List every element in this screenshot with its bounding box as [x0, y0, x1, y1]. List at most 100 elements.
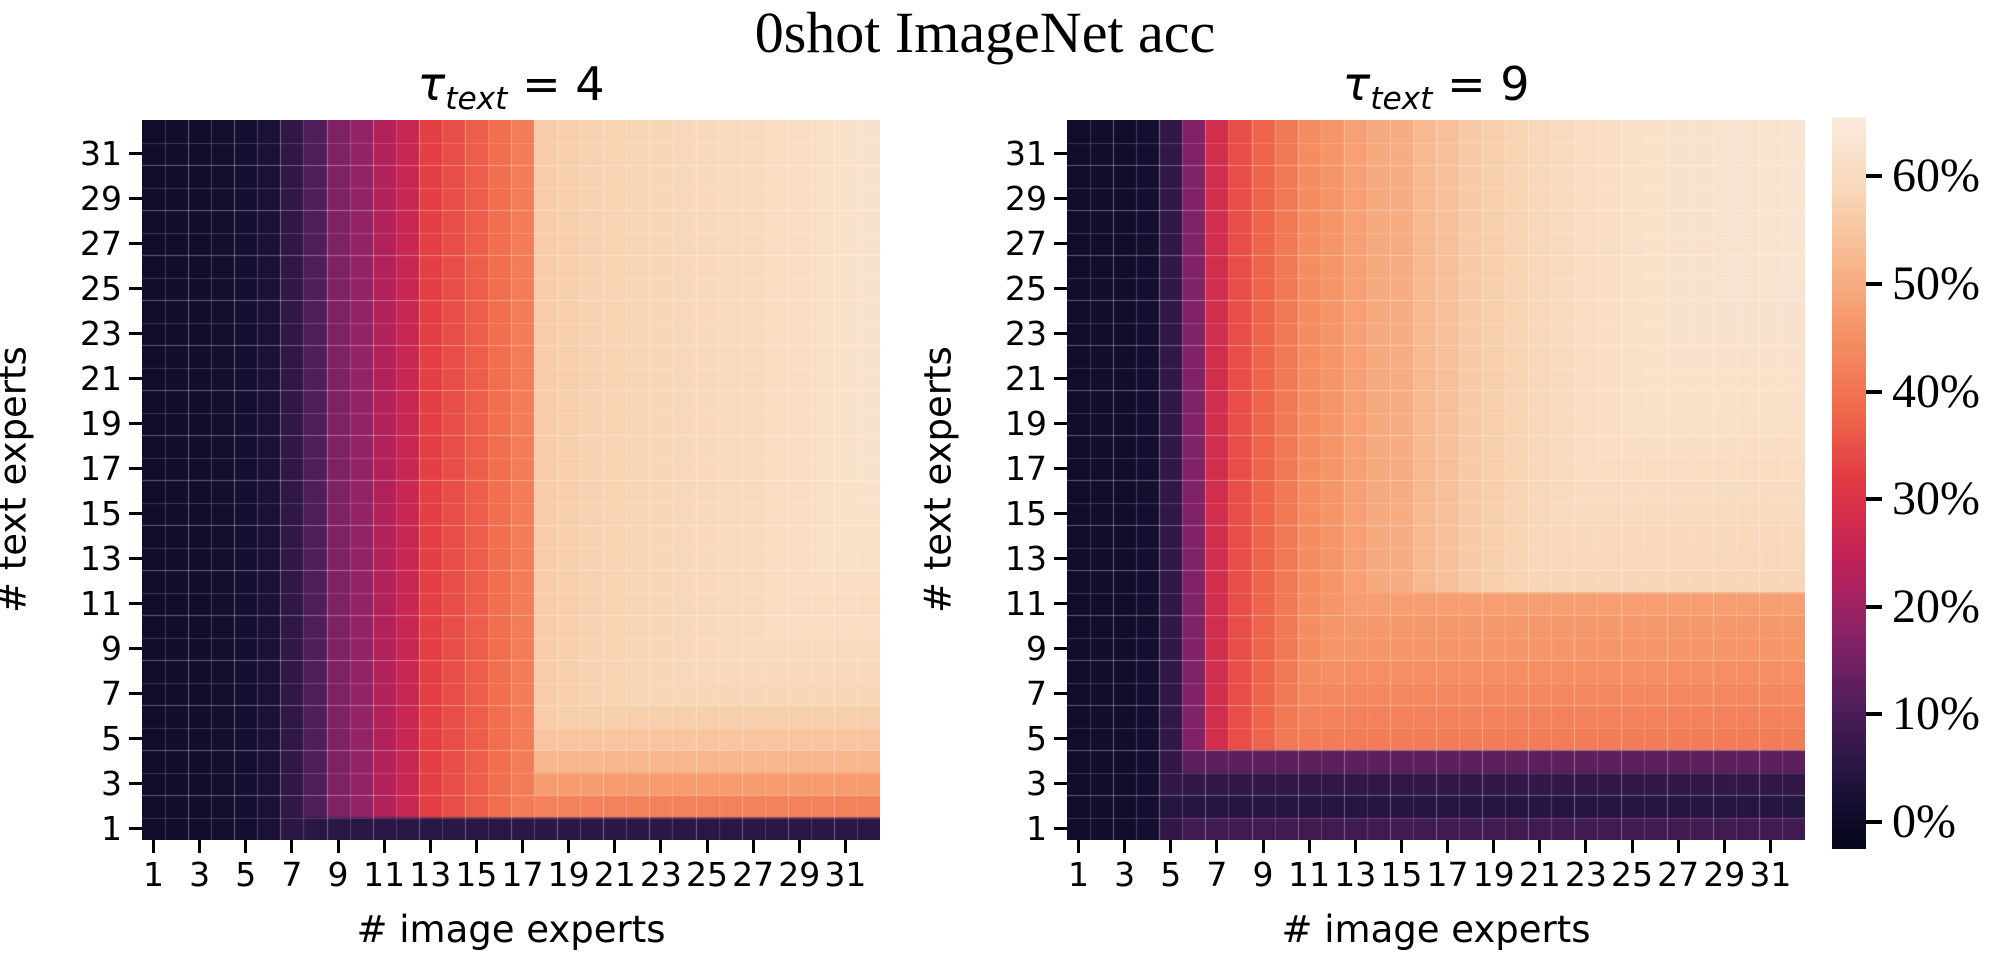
tau-symbol: τ [417, 57, 446, 111]
x-tick-label: 11 [1288, 855, 1331, 894]
y-tick-label: 23 [1005, 313, 1047, 353]
y-tick-label: 31 [80, 133, 122, 173]
x-tick-mark [843, 840, 847, 853]
y-tick-mark [129, 287, 142, 291]
y-tick-mark [1054, 782, 1067, 786]
y-tick-label: 15 [80, 493, 122, 533]
heatmap-left-canvas [142, 120, 880, 840]
x-tick-label: 15 [455, 855, 498, 894]
x-tick-label: 29 [1703, 855, 1746, 894]
x-tick-mark [1768, 840, 1772, 853]
x-tick-label: 13 [1334, 855, 1377, 894]
y-tick-mark [1054, 332, 1067, 336]
y-tick-mark [129, 557, 142, 561]
y-tick-mark [1054, 737, 1067, 741]
x-tick-label: 19 [1472, 855, 1515, 894]
x-tick-label: 27 [1657, 855, 1700, 894]
y-tick-label: 17 [1005, 448, 1047, 488]
x-tick-label: 7 [281, 855, 303, 894]
y-tick-label: 3 [1026, 763, 1047, 803]
x-tick-mark [244, 840, 248, 853]
x-tick-mark [290, 840, 294, 853]
y-tick-mark [1054, 287, 1067, 291]
x-tick-label: 5 [1160, 855, 1182, 894]
x-tick-label: 5 [235, 855, 257, 894]
x-tick-label: 3 [1114, 855, 1136, 894]
y-tick-mark [1054, 467, 1067, 471]
y-tick-mark [1054, 242, 1067, 246]
y-tick-label: 7 [1026, 673, 1047, 713]
colorbar-tick-mark [1866, 497, 1882, 502]
y-tick-mark [129, 737, 142, 741]
y-tick-mark [129, 242, 142, 246]
colorbar-tick-label: 0% [1892, 795, 1956, 849]
x-tick-mark [751, 840, 755, 853]
y-tick-label: 31 [1005, 133, 1047, 173]
y-axis-label-left: # text experts [0, 346, 35, 614]
colorbar-tick-mark [1866, 712, 1882, 717]
colorbar-tick-mark [1866, 604, 1882, 609]
x-tick-mark [1630, 840, 1634, 853]
heatmap-panel-left: τtext = 4 # image experts # text experts… [0, 57, 880, 951]
y-tick-mark [129, 782, 142, 786]
y-tick-mark [129, 197, 142, 201]
y-tick-label: 19 [1005, 403, 1047, 443]
tau-subscript: text [1370, 80, 1433, 117]
colorbar-tick-label: 60% [1892, 149, 1980, 203]
y-tick-label: 27 [80, 223, 122, 263]
y-tick-mark [1054, 827, 1067, 831]
y-tick-label: 15 [1005, 493, 1047, 533]
colorbar-tick-label: 20% [1892, 579, 1980, 633]
x-tick-label: 9 [327, 855, 349, 894]
x-tick-mark [1123, 840, 1127, 853]
x-tick-label: 1 [1068, 855, 1090, 894]
x-tick-label: 17 [501, 855, 544, 894]
y-tick-label: 19 [80, 403, 122, 443]
x-tick-label: 3 [189, 855, 211, 894]
y-tick-mark [129, 152, 142, 156]
y-tick-label: 9 [101, 628, 122, 668]
x-tick-mark [1169, 840, 1173, 853]
x-tick-label: 17 [1426, 855, 1469, 894]
x-tick-label: 31 [1749, 855, 1792, 894]
x-tick-label: 29 [778, 855, 821, 894]
colorbar-tick-mark [1866, 389, 1882, 394]
tau-symbol: τ [1342, 57, 1371, 111]
colorbar-tick-mark [1866, 820, 1882, 825]
tau-subscript: text [445, 80, 508, 117]
heatmap-right-canvas [1067, 120, 1805, 840]
colorbar-tick-label: 40% [1892, 364, 1980, 418]
y-tick-mark [1054, 512, 1067, 516]
y-tick-mark [129, 422, 142, 426]
y-tick-mark [1054, 692, 1067, 696]
y-tick-mark [1054, 422, 1067, 426]
figure-title: 0shot ImageNet acc [754, 0, 1216, 65]
y-tick-label: 17 [80, 448, 122, 488]
colorbar-tick-label: 50% [1892, 256, 1980, 310]
x-tick-label: 23 [1564, 855, 1607, 894]
x-tick-label: 25 [1611, 855, 1654, 894]
x-tick-mark [1492, 840, 1496, 853]
x-tick-mark [521, 840, 525, 853]
x-tick-label: 15 [1380, 855, 1423, 894]
y-tick-mark [129, 602, 142, 606]
colorbar: 0% 10% 20% 30% 40% 50% 60% [1832, 117, 1980, 849]
y-tick-mark [1054, 647, 1067, 651]
y-tick-mark [1054, 152, 1067, 156]
x-tick-mark [1538, 840, 1542, 853]
colorbar-gradient [1832, 117, 1866, 849]
y-tick-label: 25 [80, 268, 122, 308]
y-tick-label: 7 [101, 673, 122, 713]
x-tick-mark [659, 840, 663, 853]
x-tick-mark [1307, 840, 1311, 853]
y-tick-label: 29 [1005, 178, 1047, 218]
colorbar-tick-mark [1866, 174, 1882, 179]
x-tick-mark [474, 840, 478, 853]
subplot-title-left: τtext = 4 [142, 54, 880, 117]
x-tick-mark [797, 840, 801, 853]
x-axis-label-left: # image experts [356, 908, 666, 951]
y-tick-mark [129, 647, 142, 651]
y-tick-mark [129, 377, 142, 381]
y-tick-label: 9 [1026, 628, 1047, 668]
